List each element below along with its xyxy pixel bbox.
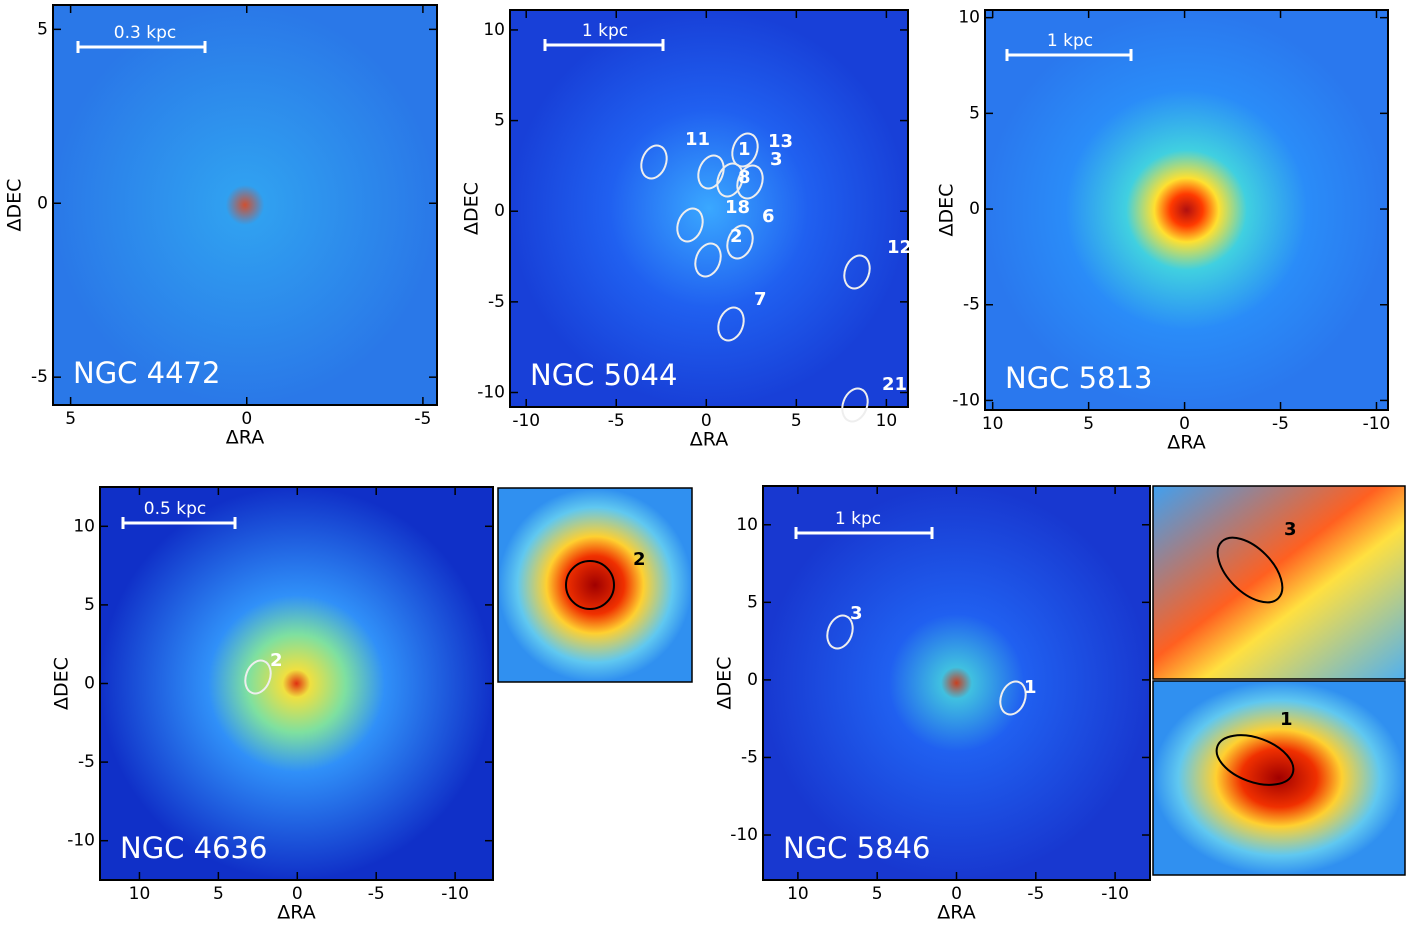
- y-tick-label: 5: [494, 111, 505, 131]
- y-tick-label: -10: [730, 825, 758, 845]
- x-tick-label: -10: [1101, 884, 1129, 904]
- x-tick-label: 10: [129, 884, 151, 904]
- region-label: 8: [738, 167, 751, 188]
- y-axis-label: ΔDEC: [461, 182, 483, 235]
- x-tick-label: 10: [876, 411, 898, 431]
- y-tick-label: 10: [483, 20, 505, 40]
- x-tick-label: -10: [441, 884, 469, 904]
- inset-label: 3: [1284, 519, 1297, 540]
- y-tick-label: -5: [963, 295, 980, 315]
- x-axis-label: ΔRA: [277, 902, 315, 924]
- y-tick-label: 0: [84, 674, 95, 694]
- y-tick-label: -5: [31, 367, 48, 387]
- region-label: 1: [1024, 677, 1037, 698]
- y-tick-label: 0: [494, 201, 505, 221]
- galaxy-name: NGC 5044: [530, 358, 677, 392]
- x-tick-label: 10: [787, 884, 809, 904]
- y-tick-label: -5: [741, 747, 758, 767]
- y-tick-label: -5: [78, 752, 95, 772]
- galaxy-name: NGC 4636: [120, 831, 267, 865]
- region-label: 3: [770, 149, 783, 170]
- galaxy-name: NGC 4472: [73, 356, 220, 390]
- x-tick-label: 5: [1083, 414, 1094, 434]
- x-tick-label: -5: [1272, 414, 1289, 434]
- y-tick-label: 10: [73, 516, 95, 536]
- y-tick-label: -5: [488, 292, 505, 312]
- region-label: 3: [850, 603, 863, 624]
- y-tick-label: 5: [747, 592, 758, 612]
- x-tick-label: 5: [791, 411, 802, 431]
- region-label: 11: [685, 129, 710, 150]
- y-axis-label: ΔDEC: [714, 657, 736, 710]
- image: [763, 486, 1150, 880]
- y-axis-label: ΔDEC: [51, 657, 73, 710]
- region-label: 2: [730, 226, 743, 247]
- x-tick-label: -10: [512, 411, 540, 431]
- inset-label: 1: [1280, 709, 1293, 730]
- y-tick-label: 5: [84, 595, 95, 615]
- x-tick-label: 5: [213, 884, 224, 904]
- region-label: 12: [887, 237, 912, 258]
- image: [100, 487, 493, 880]
- y-tick-label: -10: [952, 390, 980, 410]
- y-tick-label: 10: [958, 8, 980, 28]
- x-tick-label: 5: [65, 409, 76, 429]
- x-axis-label: ΔRA: [690, 429, 728, 451]
- inset-image: [1153, 681, 1405, 875]
- x-tick-label: 5: [872, 884, 883, 904]
- scale-bar-label: 0.5 kpc: [144, 499, 206, 519]
- y-axis-label: ΔDEC: [4, 179, 26, 232]
- x-tick-label: -5: [368, 884, 385, 904]
- y-tick-label: -10: [67, 831, 95, 851]
- x-tick-label: -5: [1027, 884, 1044, 904]
- region-label: 2: [270, 650, 283, 671]
- region-label: 18: [725, 197, 750, 218]
- x-axis-label: ΔRA: [937, 902, 975, 924]
- y-axis-label: ΔDEC: [936, 184, 958, 237]
- inset-label: 2: [633, 549, 646, 570]
- galaxy-name: NGC 5813: [1005, 361, 1152, 395]
- inset-image: [1153, 486, 1405, 679]
- y-tick-label: 0: [37, 193, 48, 213]
- x-tick-label: 10: [982, 414, 1004, 434]
- y-tick-label: 0: [969, 199, 980, 219]
- figure: 50-5-505ΔRAΔDECNGC 44720.3 kpc-10-50510-…: [0, 0, 1410, 927]
- region-label: 6: [762, 206, 775, 227]
- scale-bar-label: 1 kpc: [582, 21, 628, 41]
- region-label: 21: [882, 374, 907, 395]
- scale-bar-label: 0.3 kpc: [114, 23, 176, 43]
- y-tick-label: -10: [477, 382, 505, 402]
- y-tick-label: 5: [37, 19, 48, 39]
- y-tick-label: 10: [736, 515, 758, 535]
- x-tick-label: -5: [608, 411, 625, 431]
- x-tick-label: -5: [414, 409, 431, 429]
- y-tick-label: 5: [969, 103, 980, 123]
- x-tick-label: -10: [1363, 414, 1391, 434]
- x-axis-label: ΔRA: [226, 427, 264, 449]
- image: [510, 10, 908, 407]
- inset-image: [498, 488, 692, 682]
- scale-bar-label: 1 kpc: [835, 509, 881, 529]
- scale-bar-label: 1 kpc: [1047, 31, 1093, 51]
- image: [985, 10, 1388, 410]
- galaxy-name: NGC 5846: [783, 831, 930, 865]
- image: [53, 5, 437, 405]
- x-axis-label: ΔRA: [1167, 432, 1205, 454]
- region-label: 1: [738, 139, 751, 160]
- y-tick-label: 0: [747, 670, 758, 690]
- region-label: 7: [754, 289, 767, 310]
